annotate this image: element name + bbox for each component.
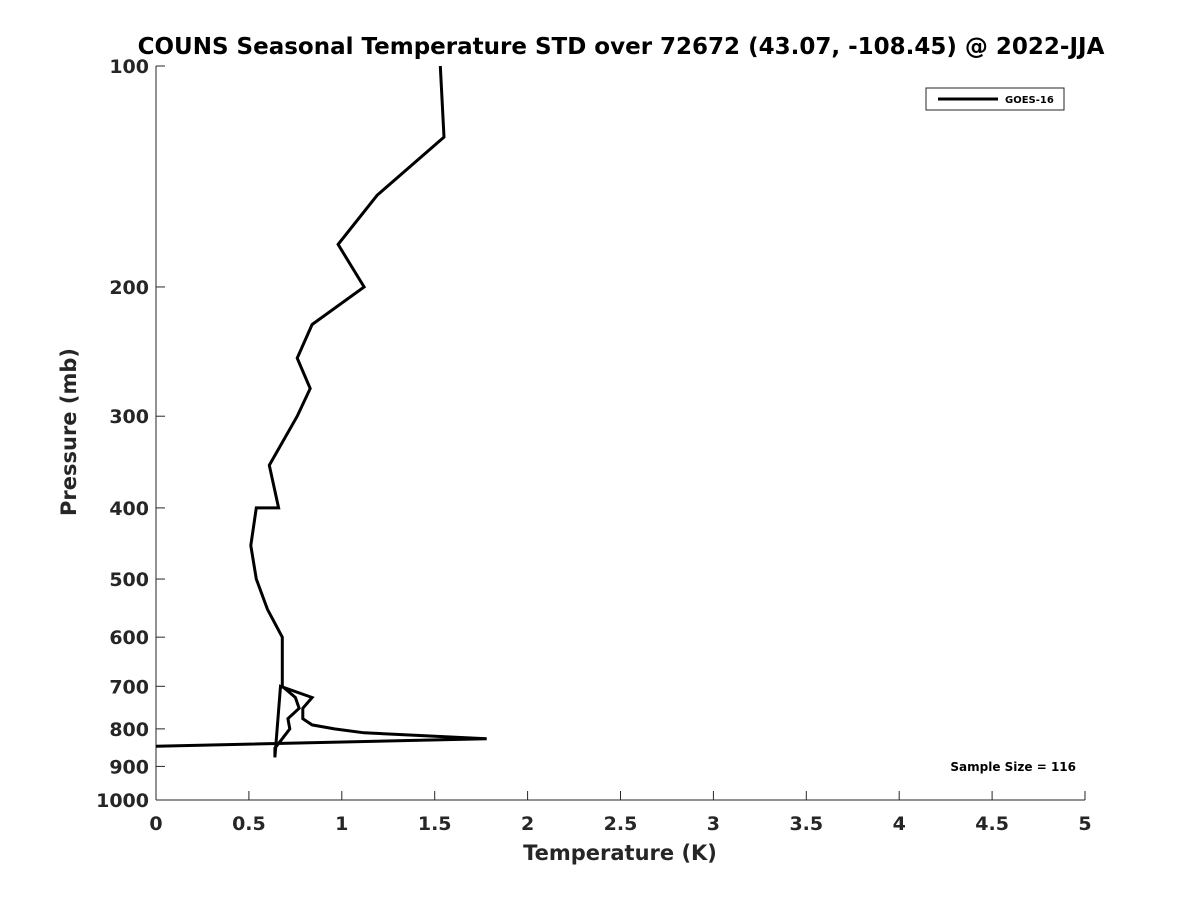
y-tick-label: 700 (109, 676, 149, 698)
y-tick-label: 600 (109, 627, 149, 649)
chart-title: COUNS Seasonal Temperature STD over 7267… (138, 34, 1105, 60)
y-tick-label: 200 (109, 277, 149, 299)
y-tick-label: 800 (109, 719, 149, 741)
y-tick-label: 400 (109, 498, 149, 520)
x-tick-label: 2 (521, 813, 534, 835)
legend-label-goes-16: GOES-16 (1005, 95, 1054, 106)
x-tick-label: 4.5 (975, 813, 1009, 835)
x-tick-label: 3 (707, 813, 720, 835)
legend: GOES-16 (925, 87, 1065, 111)
y-tick-group: 100 200 300 400 500 600 700 800 900 1000 (96, 56, 165, 812)
sample-size-annotation: Sample Size = 116 (950, 760, 1076, 774)
y-tick-label: 100 (109, 56, 149, 78)
y-tick-label: 300 (109, 406, 149, 428)
x-axis-label: Temperature (K) (523, 841, 717, 865)
x-tick-label: 0.5 (232, 813, 266, 835)
y-tick-label: 900 (109, 756, 149, 778)
axes (155, 66, 1085, 801)
x-tick-label: 0 (149, 813, 162, 835)
x-tick-label: 5 (1078, 813, 1091, 835)
x-tick-label: 3.5 (789, 813, 823, 835)
x-tick-label: 2.5 (604, 813, 638, 835)
x-tick-group: 0 0.5 1 1.5 2 2.5 3 3.5 4 4.5 5 (149, 791, 1092, 835)
y-tick-label: 500 (109, 569, 149, 591)
y-axis-label: Pressure (mb) (57, 348, 81, 516)
x-tick-label: 1.5 (418, 813, 452, 835)
x-tick-label: 1 (335, 813, 348, 835)
series-group (155, 65, 487, 758)
series-line-goes-16 (155, 65, 487, 758)
x-tick-label: 4 (893, 813, 906, 835)
y-tick-label: 1000 (96, 790, 149, 812)
